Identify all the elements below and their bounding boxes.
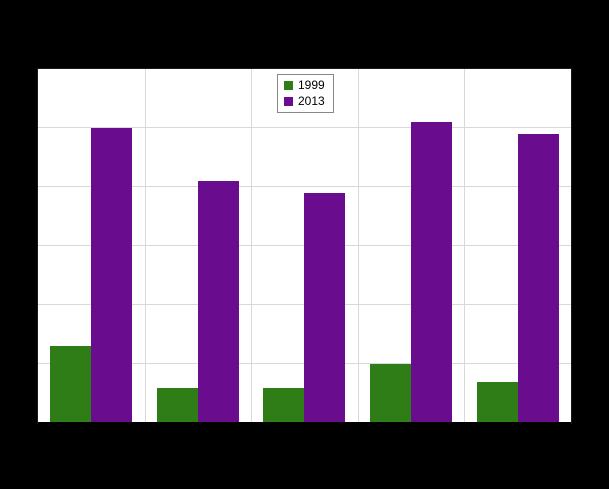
gridline-horizontal bbox=[38, 186, 571, 187]
legend-item: 2013 bbox=[284, 95, 325, 108]
legend: 1999 2013 bbox=[277, 74, 334, 113]
legend-item: 1999 bbox=[284, 79, 325, 92]
bar-1999 bbox=[156, 387, 198, 423]
bar-groups bbox=[38, 69, 571, 423]
plot-area bbox=[37, 68, 572, 424]
legend-swatch-icon bbox=[284, 97, 293, 106]
bar-2013 bbox=[197, 181, 239, 423]
bar-1999 bbox=[263, 387, 305, 423]
bar-group bbox=[464, 69, 571, 423]
bar-1999 bbox=[476, 381, 518, 423]
bar-2013 bbox=[304, 192, 346, 423]
bar-2013 bbox=[91, 128, 133, 423]
gridline-vertical bbox=[251, 69, 253, 423]
legend-swatch-icon bbox=[284, 81, 293, 90]
bar-group bbox=[358, 69, 465, 423]
gridline-horizontal bbox=[38, 127, 571, 128]
gridline-vertical bbox=[464, 69, 466, 423]
bar-1999 bbox=[50, 346, 92, 423]
bar-1999 bbox=[370, 364, 412, 423]
bar-group bbox=[251, 69, 358, 423]
x-axis-line bbox=[38, 422, 571, 424]
bar-2013 bbox=[411, 122, 453, 423]
legend-label: 2013 bbox=[298, 94, 325, 108]
bar-group bbox=[145, 69, 252, 423]
bar-group bbox=[38, 69, 145, 423]
gridline-vertical bbox=[144, 69, 146, 423]
bar-2013 bbox=[517, 133, 559, 423]
legend-label: 1999 bbox=[298, 78, 325, 92]
gridline-vertical bbox=[357, 69, 359, 423]
